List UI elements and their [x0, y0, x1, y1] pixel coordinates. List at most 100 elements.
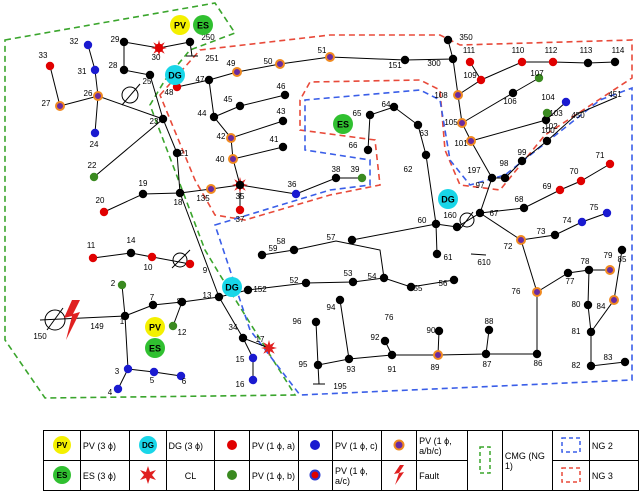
dot	[227, 469, 238, 480]
bus-label: 28	[109, 61, 118, 70]
bus-node	[289, 245, 299, 255]
bus-node	[348, 277, 358, 287]
bus-label: 64	[382, 100, 391, 109]
legend-label: CMG (NG 1)	[501, 430, 554, 491]
substation-arrow	[46, 307, 64, 331]
bus-label: 149	[90, 322, 104, 331]
bus-node	[500, 173, 510, 183]
bus-node	[45, 61, 55, 71]
ng3-boundary	[159, 34, 633, 221]
bus-label: 10	[144, 263, 153, 272]
bus-node	[172, 148, 182, 158]
bus-node	[576, 176, 586, 186]
legend-icon: PV	[43, 430, 81, 461]
bus-label: 24	[90, 140, 99, 149]
bus-node	[147, 252, 157, 262]
bus-label: 105	[444, 118, 458, 127]
bus-node	[555, 185, 565, 195]
bus-label: 84	[597, 302, 606, 311]
bus-node	[508, 88, 518, 98]
bus-label: 59	[269, 244, 278, 253]
badge-text: DG	[168, 70, 182, 80]
bus-node	[487, 173, 497, 183]
bus-label: 14	[127, 236, 136, 245]
bus-node	[89, 172, 99, 182]
bus-node	[117, 280, 127, 290]
regulator	[172, 252, 188, 268]
bus-label: 7	[150, 293, 155, 302]
bus-label: 32	[70, 37, 79, 46]
bus-node	[278, 116, 288, 126]
bus-label: 35	[236, 192, 245, 201]
bus-label: 135	[196, 194, 210, 203]
bus-label: 68	[515, 195, 524, 204]
bus-label: 42	[217, 132, 226, 141]
bus-node	[278, 142, 288, 152]
legend-icon	[552, 430, 590, 461]
bus-node	[448, 54, 458, 64]
dot	[393, 439, 405, 450]
bus-node	[344, 354, 354, 364]
badge-circle	[193, 15, 213, 35]
bus-node	[226, 133, 236, 143]
bus-node	[563, 268, 573, 278]
bus-node	[363, 145, 373, 155]
ng2-boundary	[213, 86, 633, 396]
bus-label: 39	[351, 165, 360, 174]
bus-label: 91	[388, 365, 397, 374]
badges: PV ES DG ES DG DG PV ES	[145, 15, 458, 358]
bus-node	[532, 287, 542, 297]
bus-label: 89	[431, 363, 440, 372]
bus-label: 104	[541, 93, 555, 102]
bus-node	[534, 73, 544, 83]
bus-node	[248, 353, 258, 363]
bus-label: 31	[78, 67, 87, 76]
bus-label: 101	[454, 139, 468, 148]
bus-label: 61	[444, 253, 453, 262]
legend-icon	[467, 430, 503, 491]
bus-node	[206, 184, 216, 194]
switch	[459, 212, 475, 228]
bus-node	[228, 154, 238, 164]
bus-node	[83, 40, 93, 50]
dot	[227, 439, 238, 450]
bus-node	[475, 208, 485, 218]
bus-label: 22	[88, 161, 97, 170]
bus-node	[214, 292, 224, 302]
bus-node	[158, 114, 168, 124]
regions	[4, 2, 633, 399]
bus-node	[484, 325, 494, 335]
bus-label: 3	[115, 367, 120, 376]
bus-node	[154, 43, 164, 53]
bus-node	[561, 97, 571, 107]
bus-label: 95	[299, 360, 308, 369]
bus-label: 2	[111, 279, 116, 288]
legend-icon	[381, 430, 418, 461]
bus-label: 107	[530, 69, 544, 78]
bus-node	[379, 273, 389, 283]
bus-label: 251	[205, 54, 219, 63]
bus-label: 52	[290, 276, 299, 285]
legend-label: NG 2	[588, 430, 639, 461]
bus-label: 60	[418, 216, 427, 225]
bus-label: 80	[572, 300, 581, 309]
legend-label: PV (3 ϕ)	[79, 430, 130, 461]
bus-label: 72	[504, 242, 513, 251]
bus-label: 50	[264, 57, 273, 66]
regulator-arrow	[121, 83, 141, 106]
bus-label: 30	[152, 53, 161, 62]
badge-circle	[165, 65, 185, 85]
fault-symbol	[64, 300, 80, 340]
bus-label: 195	[333, 382, 347, 391]
bus-node	[541, 115, 551, 125]
bus-node	[148, 300, 158, 310]
bus-label: 66	[349, 141, 358, 150]
bus-label: 610	[477, 258, 491, 267]
legend: PV PV (3 ϕ) DG DG (3 ϕ) PV (1 ϕ, a) PV (…	[43, 430, 639, 491]
bus-label: 8	[177, 297, 182, 306]
bus-node	[113, 384, 123, 394]
feeder-lines	[39, 39, 626, 390]
bus-node	[335, 295, 345, 305]
bus-label: 1	[120, 317, 125, 326]
dash-box	[479, 445, 491, 474]
